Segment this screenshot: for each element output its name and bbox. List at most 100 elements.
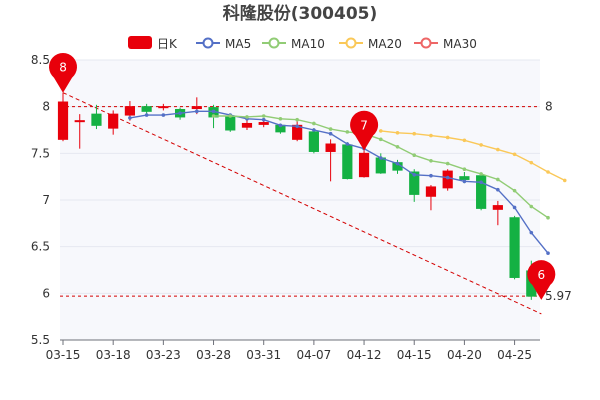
legend-item-ma20[interactable]: MA20 [339, 37, 402, 51]
legend[interactable]: 日K MA5 MA10 MA20 MA30 [128, 36, 477, 51]
ma5-point [195, 109, 199, 114]
x-tick-label: 03-31 [246, 348, 281, 362]
ma10-point [312, 121, 316, 126]
ma5-point [479, 180, 483, 185]
legend-swatch-dot [345, 37, 357, 49]
marker-pin [350, 110, 379, 151]
ma10-point [429, 159, 433, 163]
candle[interactable] [509, 215, 520, 280]
candle-body [241, 122, 253, 128]
ma5-point [429, 173, 433, 178]
candle-body [141, 106, 152, 112]
ma5-point [496, 187, 500, 192]
legend-label: MA10 [291, 37, 325, 51]
candle-body [375, 157, 386, 174]
marker-pin [527, 260, 556, 300]
price-marker: 6 [527, 260, 556, 300]
y-axis: 5.5 6 6.5 7 7.5 8 8.5 [31, 53, 50, 347]
legend-label: MA20 [368, 37, 402, 51]
ma20-point [429, 133, 433, 138]
legend-label: MA30 [443, 37, 477, 51]
ma5-point [395, 161, 400, 166]
ma5-point [261, 117, 266, 122]
ma5-point [144, 113, 149, 117]
candle-body [124, 106, 136, 116]
grid [60, 59, 540, 341]
candle-body [358, 152, 370, 178]
y-tick-label: 5.5 [31, 333, 50, 347]
candle[interactable] [308, 128, 319, 154]
reference-line-label: 8 [545, 100, 553, 114]
candle[interactable] [342, 142, 353, 180]
legend-swatch-k [128, 36, 152, 49]
candle[interactable] [425, 185, 437, 211]
x-tick-label: 04-12 [347, 348, 382, 362]
price-marker: 8 [49, 52, 77, 93]
candle-body [91, 113, 102, 126]
candle[interactable] [442, 169, 453, 191]
candle-body [158, 106, 169, 109]
marker-label: 7 [360, 119, 368, 133]
ma20-point [479, 143, 483, 147]
candle-body [308, 131, 319, 152]
x-tick-label: 03-15 [46, 348, 81, 362]
ma10-point [412, 153, 417, 157]
candle-body [492, 205, 503, 210]
x-tick-label: 04-07 [296, 348, 331, 362]
ma5-point [512, 205, 517, 210]
legend-item-ma5[interactable]: MA5 [196, 37, 251, 51]
candle-body [459, 176, 470, 180]
ma5-point [278, 123, 283, 128]
ma10-point [295, 117, 299, 122]
ma5-point [128, 116, 132, 120]
ma10-point [395, 145, 400, 149]
candle[interactable] [74, 114, 85, 149]
candle-body [425, 186, 437, 197]
legend-item-ma10[interactable]: MA10 [262, 37, 325, 51]
candle[interactable] [108, 110, 119, 135]
x-tick-label: 03-18 [96, 348, 131, 362]
candle[interactable] [57, 92, 69, 142]
legend-item-k[interactable]: 日K [128, 36, 178, 51]
ma20-point [462, 138, 467, 143]
ma5-point [295, 124, 299, 129]
ma5-point [546, 251, 550, 255]
candle[interactable] [492, 200, 503, 226]
price-marker: 7 [350, 110, 379, 151]
x-tick-label: 03-23 [146, 348, 181, 362]
legend-swatch-dot [268, 37, 280, 49]
y-tick-label: 7 [42, 193, 50, 207]
legend-swatch-dot [202, 37, 214, 49]
ma20-point [395, 131, 400, 135]
candle-body [442, 170, 453, 189]
candle[interactable] [325, 139, 336, 182]
y-tick-label: 7.5 [31, 146, 50, 160]
candle[interactable] [476, 173, 487, 211]
candle-body [325, 143, 336, 152]
y-tick-label: 6.5 [31, 240, 50, 254]
ma10-point [245, 115, 249, 119]
ma10-point [479, 172, 483, 176]
marker-label: 8 [59, 61, 67, 75]
candle[interactable] [158, 103, 169, 111]
ma5-point [312, 128, 316, 132]
y-tick-label: 8 [42, 100, 50, 114]
ma5-point [161, 113, 166, 117]
marker-pin [49, 52, 77, 93]
ma10-point [211, 114, 216, 118]
x-tick-label: 04-15 [397, 348, 432, 362]
ma20-point [378, 129, 383, 133]
ma20-point [529, 160, 534, 165]
ma20-point [496, 147, 500, 152]
ma10-point [496, 177, 500, 182]
y-tick-label: 8.5 [31, 53, 50, 67]
ma5-point [462, 179, 467, 184]
ma10-point [278, 117, 283, 121]
legend-item-ma30[interactable]: MA30 [414, 37, 477, 51]
candle-body [191, 106, 202, 110]
candle[interactable] [91, 104, 102, 130]
candle[interactable] [358, 150, 370, 178]
ma5-point [378, 156, 383, 160]
legend-swatch-dot [420, 37, 432, 49]
